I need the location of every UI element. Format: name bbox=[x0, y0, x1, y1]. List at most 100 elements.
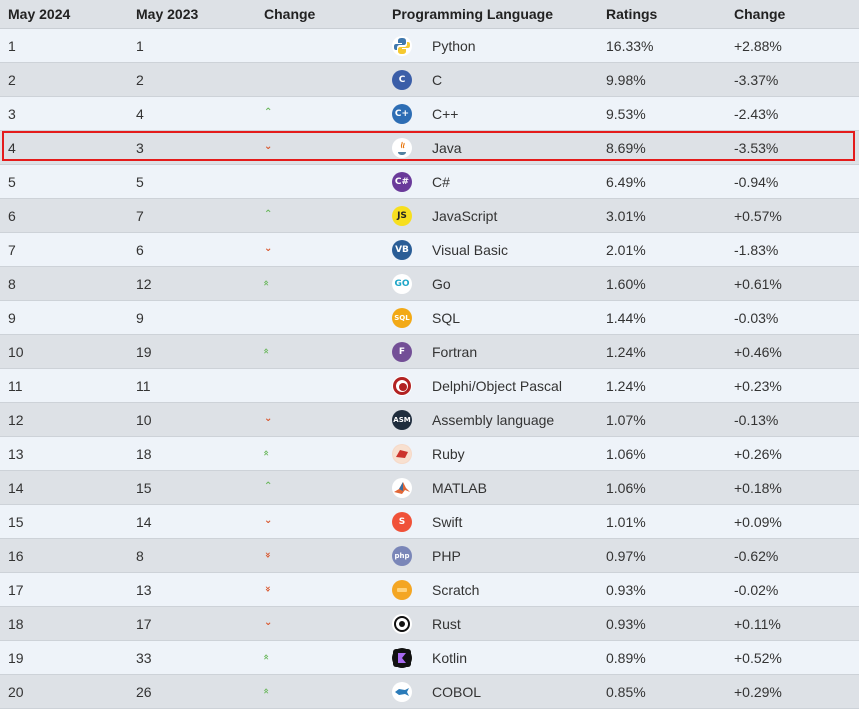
trend-cell: ⌄ bbox=[256, 606, 384, 641]
rating-change-cell: +0.57% bbox=[726, 198, 859, 233]
language-name[interactable]: Ruby bbox=[432, 445, 465, 462]
rank-2024-cell: 8 bbox=[0, 266, 128, 301]
table-row-19[interactable]: 19 33 » Kotlin 0.89% +0.52% bbox=[0, 640, 859, 675]
arrow-down-icon: ⌄ bbox=[264, 412, 273, 424]
header-change[interactable]: Change bbox=[256, 0, 384, 29]
language-name[interactable]: C bbox=[432, 71, 443, 88]
language-name[interactable]: Swift bbox=[432, 513, 463, 530]
trend-cell: ⌃ bbox=[256, 198, 384, 233]
header-programming-language[interactable]: Programming Language bbox=[384, 0, 598, 29]
table-row-18[interactable]: 18 17 ⌄ Rust 0.93% +0.11% bbox=[0, 606, 859, 641]
language-name[interactable]: Python bbox=[432, 37, 476, 54]
table-row-10[interactable]: 10 19 » F Fortran 1.24% +0.46% bbox=[0, 334, 859, 369]
table-row-13[interactable]: 13 18 » Ruby 1.06% +0.26% bbox=[0, 436, 859, 471]
delphi-icon bbox=[392, 375, 412, 396]
table-row-2[interactable]: 2 2 C C 9.98% -3.37% bbox=[0, 62, 859, 97]
language-name[interactable]: C++ bbox=[432, 105, 459, 122]
rank-2023-cell: 4 bbox=[128, 96, 256, 131]
rank-2024-cell: 9 bbox=[0, 300, 128, 335]
language-name[interactable]: COBOL bbox=[432, 683, 482, 700]
language-cell: GO Go bbox=[384, 266, 598, 301]
table-row-6[interactable]: 6 7 ⌃ JS JavaScript 3.01% +0.57% bbox=[0, 198, 859, 233]
language-name[interactable]: Delphi/Object Pascal bbox=[432, 377, 562, 394]
rating-cell: 1.01% bbox=[598, 504, 726, 539]
table-row-4[interactable]: 4 3 ⌄ Java 8.69% -3.53% bbox=[0, 130, 859, 165]
language-name[interactable]: PHP bbox=[432, 547, 461, 564]
language-cell: SQL SQL bbox=[384, 300, 598, 335]
rating-change-cell: +0.09% bbox=[726, 504, 859, 539]
rank-2024-cell: 17 bbox=[0, 572, 128, 607]
rating-change-cell: +0.29% bbox=[726, 674, 859, 709]
python-icon bbox=[392, 35, 412, 56]
table-row-11[interactable]: 11 11 Delphi/Object Pascal 1.24% +0.23% bbox=[0, 368, 859, 403]
table-row-8[interactable]: 8 12 » GO Go 1.60% +0.61% bbox=[0, 266, 859, 301]
rank-2023-cell: 15 bbox=[128, 470, 256, 505]
rating-cell: 0.85% bbox=[598, 674, 726, 709]
table-row-14[interactable]: 14 15 ⌃ MATLAB 1.06% +0.18% bbox=[0, 470, 859, 505]
table-row-17[interactable]: 17 13 » Scratch 0.93% -0.02% bbox=[0, 572, 859, 607]
rating-change-cell: +0.46% bbox=[726, 334, 859, 369]
rank-2024-cell: 14 bbox=[0, 470, 128, 505]
rank-2023-cell: 5 bbox=[128, 164, 256, 199]
table-row-15[interactable]: 15 14 ⌄ S Swift 1.01% +0.09% bbox=[0, 504, 859, 539]
language-cell: JS JavaScript bbox=[384, 198, 598, 233]
table-header-row: May 2024 May 2023 Change Programming Lan… bbox=[0, 0, 859, 29]
rank-2024-cell: 13 bbox=[0, 436, 128, 471]
sql-icon: SQL bbox=[392, 307, 412, 328]
trend-cell bbox=[256, 164, 384, 199]
rating-cell: 0.93% bbox=[598, 572, 726, 607]
c-icon: C bbox=[392, 69, 412, 90]
rank-2024-cell: 1 bbox=[0, 28, 128, 63]
language-name[interactable]: Rust bbox=[432, 615, 461, 632]
language-name[interactable]: Scratch bbox=[432, 581, 480, 598]
language-cell: MATLAB bbox=[384, 470, 598, 505]
table-row-12[interactable]: 12 10 ⌄ ASM Assembly language 1.07% -0.13% bbox=[0, 402, 859, 437]
rank-2023-cell: 18 bbox=[128, 436, 256, 471]
language-name[interactable]: MATLAB bbox=[432, 479, 487, 496]
header-may-2024[interactable]: May 2024 bbox=[0, 0, 128, 29]
rank-2024-cell: 11 bbox=[0, 368, 128, 403]
rank-2024-cell: 4 bbox=[0, 130, 128, 165]
language-name[interactable]: JavaScript bbox=[432, 207, 498, 224]
language-name[interactable]: SQL bbox=[432, 309, 461, 326]
table-row-16[interactable]: 16 8 » php PHP 0.97% -0.62% bbox=[0, 538, 859, 573]
language-cell: VB Visual Basic bbox=[384, 232, 598, 267]
trend-cell: » bbox=[256, 572, 384, 607]
rank-2023-cell: 7 bbox=[128, 198, 256, 233]
header-ratings[interactable]: Ratings bbox=[598, 0, 726, 29]
language-name[interactable]: Go bbox=[432, 275, 451, 292]
arrow-up-icon: ⌃ bbox=[264, 480, 273, 492]
language-cell: Delphi/Object Pascal bbox=[384, 368, 598, 403]
table-row-9[interactable]: 9 9 SQL SQL 1.44% -0.03% bbox=[0, 300, 859, 335]
language-name[interactable]: Visual Basic bbox=[432, 241, 509, 258]
arrow-down-icon: ⌄ bbox=[264, 616, 273, 628]
table-row-7[interactable]: 7 6 ⌄ VB Visual Basic 2.01% -1.83% bbox=[0, 232, 859, 267]
rank-2023-cell: 26 bbox=[128, 674, 256, 709]
rank-2024-cell: 18 bbox=[0, 606, 128, 641]
header-may-2023[interactable]: May 2023 bbox=[128, 0, 256, 29]
rank-2023-cell: 19 bbox=[128, 334, 256, 369]
csharp-icon: C# bbox=[392, 171, 412, 192]
language-name[interactable]: Java bbox=[432, 139, 462, 156]
rating-change-cell: -0.02% bbox=[726, 572, 859, 607]
javascript-icon: JS bbox=[392, 205, 412, 226]
table-row-5[interactable]: 5 5 C# C# 6.49% -0.94% bbox=[0, 164, 859, 199]
language-name[interactable]: C# bbox=[432, 173, 450, 190]
table-row-3[interactable]: 3 4 ⌃ C+ C++ 9.53% -2.43% bbox=[0, 96, 859, 131]
header-ratings-change[interactable]: Change bbox=[726, 0, 859, 29]
rating-cell: 1.44% bbox=[598, 300, 726, 335]
rating-cell: 0.97% bbox=[598, 538, 726, 573]
scratch-icon bbox=[392, 579, 412, 600]
rank-2023-cell: 17 bbox=[128, 606, 256, 641]
language-name[interactable]: Kotlin bbox=[432, 649, 468, 666]
rank-2024-cell: 3 bbox=[0, 96, 128, 131]
double-arrow-down-icon: » bbox=[262, 585, 274, 592]
rating-change-cell: +2.88% bbox=[726, 28, 859, 63]
table-row-20[interactable]: 20 26 » COBOL 0.85% +0.29% bbox=[0, 674, 859, 709]
table-row-1[interactable]: 1 1 Python 16.33% +2.88% bbox=[0, 28, 859, 63]
language-name[interactable]: Assembly language bbox=[432, 411, 555, 428]
language-name[interactable]: Fortran bbox=[432, 343, 478, 360]
arrow-up-icon: ⌃ bbox=[264, 208, 273, 220]
language-cell: Python bbox=[384, 28, 598, 63]
